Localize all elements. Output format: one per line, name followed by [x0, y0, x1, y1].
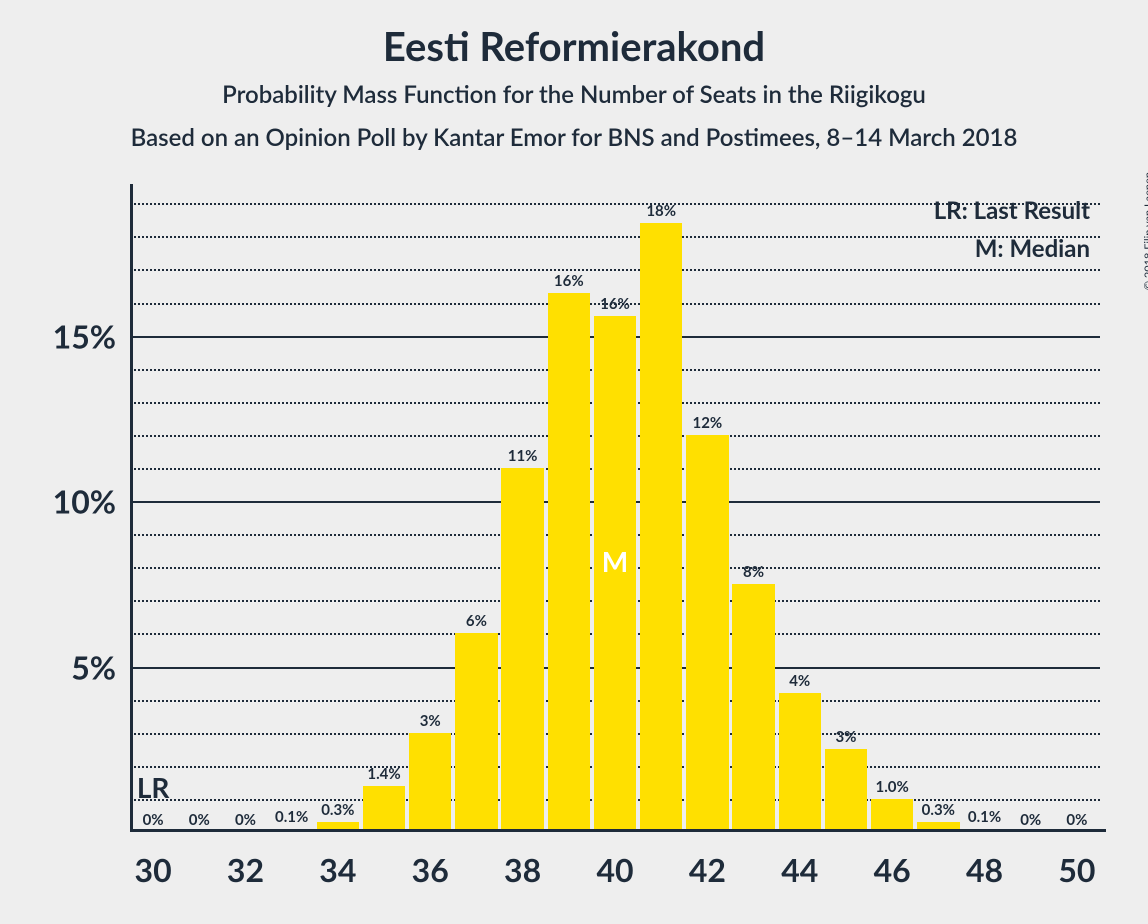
chart-plot-area: 5%10%15%0%0%0%0.1%0.3%1.4%3%6%11%16%16%1…	[130, 190, 1100, 832]
bar: 12%	[686, 435, 728, 832]
title-block: Eesti Reformierakond Probability Mass Fu…	[0, 0, 1148, 152]
y-axis-tick-label: 10%	[53, 482, 130, 521]
bar-value-label: 0.3%	[922, 801, 955, 822]
x-axis-tick-label: 44	[781, 832, 818, 889]
median-marker: M	[602, 544, 628, 578]
x-axis-tick-label: 38	[504, 832, 541, 889]
legend-last-result: LR: Last Result	[934, 196, 1090, 225]
bar-value-label: 3%	[835, 728, 856, 749]
x-axis-tick-label: 36	[412, 832, 449, 889]
x-axis-tick-label: 46	[874, 832, 911, 889]
bar: 8%	[732, 584, 774, 832]
chart-title: Eesti Reformierakond	[0, 22, 1148, 70]
bar: 18%	[640, 223, 682, 832]
chart-subtitle-2: Based on an Opinion Poll by Kantar Emor …	[0, 123, 1148, 152]
bar: 16%	[548, 293, 590, 832]
bar-value-label: 6%	[466, 612, 487, 633]
bar-value-label: 1.4%	[367, 765, 400, 786]
minor-gridline	[130, 236, 1100, 238]
last-result-marker: LR	[137, 770, 170, 804]
x-axis-line	[130, 829, 1106, 832]
bar-value-label: 4%	[789, 672, 810, 693]
bar-value-label: 11%	[508, 447, 538, 468]
bar-value-label: 8%	[743, 563, 764, 584]
bar: 4%	[779, 693, 821, 832]
bar: 1.4%	[363, 786, 405, 832]
legend-median: M: Median	[975, 234, 1090, 263]
bar-value-label: 12%	[693, 414, 723, 435]
y-axis-line	[130, 184, 133, 832]
bar: 6%	[455, 633, 497, 832]
bar-value-label: 18%	[646, 202, 676, 223]
bar: 11%	[501, 468, 543, 832]
x-axis-tick-label: 50	[1058, 832, 1095, 889]
bar-value-label: 0.1%	[275, 808, 308, 829]
x-axis-tick-label: 48	[966, 832, 1003, 889]
bar: 3%	[825, 749, 867, 832]
x-axis-tick-label: 40	[596, 832, 633, 889]
minor-gridline	[130, 269, 1100, 271]
chart-subtitle-1: Probability Mass Function for the Number…	[0, 80, 1148, 109]
copyright-notice: © 2018 Filip van Laenen	[1142, 172, 1148, 290]
x-axis-tick-label: 42	[689, 832, 726, 889]
x-axis-tick-label: 32	[227, 832, 264, 889]
bar: 1.0%	[871, 799, 913, 832]
bar: 3%	[409, 733, 451, 832]
y-axis-tick-label: 15%	[53, 316, 130, 355]
bar-value-label: 0.1%	[968, 808, 1001, 829]
bar-value-label: 3%	[420, 712, 441, 733]
bar-value-label: 0.3%	[321, 801, 354, 822]
x-axis-tick-label: 30	[135, 832, 172, 889]
bar-value-label: 1.0%	[875, 778, 908, 799]
y-axis-tick-label: 5%	[71, 647, 130, 686]
bar-value-label: 16%	[600, 295, 630, 316]
x-axis-tick-label: 34	[319, 832, 356, 889]
bar-value-label: 16%	[554, 272, 584, 293]
